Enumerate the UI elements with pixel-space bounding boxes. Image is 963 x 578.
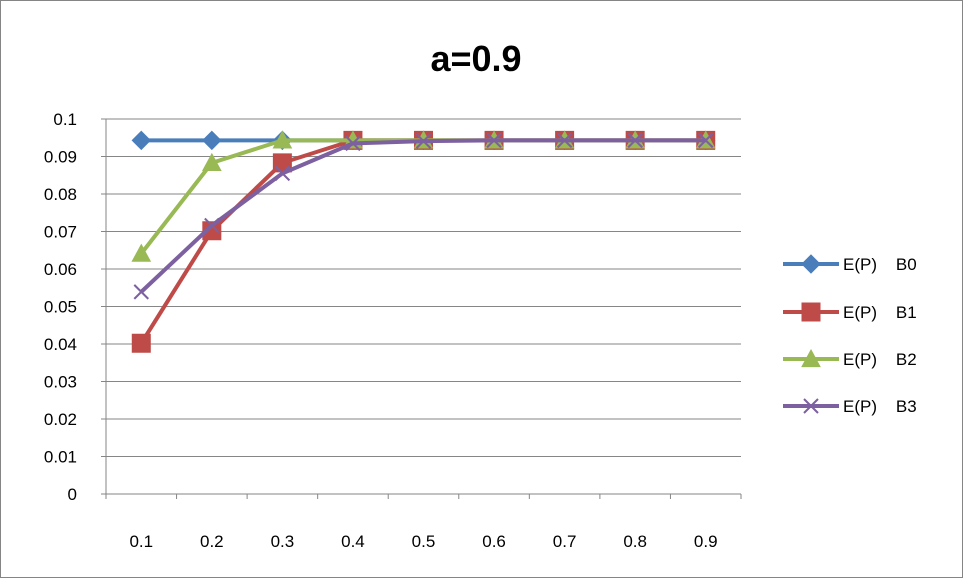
legend-item-1: E(P) B1 [783, 302, 917, 322]
data-point-x [274, 165, 291, 182]
legend-item-2: E(P) B2 [783, 348, 917, 369]
data-point-x-stroke [486, 132, 502, 149]
y-tick-label: 0.03 [44, 373, 77, 392]
data-point-x-stroke [274, 165, 291, 182]
y-tick-label: 0 [68, 485, 77, 504]
x-tick-label: 0.6 [482, 532, 506, 551]
legend-label: E(P) B1 [843, 303, 917, 322]
y-tick-label: 0.04 [44, 335, 77, 354]
data-point-triangle [131, 243, 152, 262]
series-1 [131, 130, 716, 353]
y-tick-label: 0.06 [44, 260, 77, 279]
series-3 [133, 132, 714, 300]
x-tick-label: 0.3 [271, 532, 295, 551]
y-tick-label: 0.08 [44, 185, 77, 204]
data-point-x-stroke [415, 133, 432, 149]
x-tick-label: 0.4 [341, 532, 365, 551]
data-point-x [627, 132, 643, 149]
data-point-square [131, 333, 151, 353]
data-point-x-stroke [627, 132, 643, 149]
legend-item-0: E(P) B0 [783, 254, 917, 274]
series-line [139, 138, 706, 255]
data-point-x-stroke [345, 135, 361, 152]
data-point-square [202, 221, 222, 241]
data-point-triangle [201, 152, 222, 172]
x-tick-label: 0.5 [412, 532, 436, 551]
legend-item-3: E(P) B3 [783, 397, 917, 416]
data-point-diamond [801, 254, 821, 274]
legend-label: E(P) B0 [843, 255, 917, 274]
data-point-x [803, 398, 819, 414]
y-tick-label: 0.05 [44, 298, 77, 317]
y-tick-label: 0.1 [53, 110, 77, 129]
y-tick-label: 0.01 [44, 448, 77, 467]
data-point-square [801, 302, 821, 322]
series-group [131, 130, 716, 353]
data-point-x [556, 132, 573, 149]
data-point-triangle [801, 348, 821, 368]
axes: 0 0.01 0.02 0.03 0.04 0.05 0.06 0.07 0.08 0.09 0.1… [44, 110, 742, 551]
x-tick-label: 0.2 [200, 532, 224, 551]
chart-title: a=0.9 [430, 38, 521, 79]
data-point-x [204, 217, 220, 234]
data-point-x [486, 132, 502, 149]
data-point-x [133, 284, 149, 300]
gridlines [106, 118, 741, 457]
data-point-x [698, 132, 714, 149]
series-line [139, 138, 706, 345]
x-tick-label: 0.8 [623, 532, 647, 551]
x-tick-label: 0.7 [553, 532, 577, 551]
y-tick-label: 0.07 [44, 223, 77, 242]
data-point-diamond [131, 130, 151, 151]
legend-label: E(P) B2 [843, 350, 917, 369]
data-point-x-stroke [556, 132, 573, 149]
x-tick-label: 0.9 [694, 532, 718, 551]
data-point-x [415, 133, 432, 149]
data-point-x-stroke [204, 217, 220, 234]
data-point-x-stroke [698, 132, 714, 149]
data-point-triangle [272, 130, 293, 149]
legend-label: E(P) B3 [843, 397, 917, 416]
data-point-x [345, 135, 361, 152]
x-tick-label: 0.1 [129, 532, 153, 551]
data-point-x-stroke [803, 398, 819, 414]
data-point-diamond [202, 130, 222, 151]
data-point-x-stroke [133, 284, 149, 300]
series-2 [131, 130, 716, 262]
y-tick-label: 0.09 [44, 148, 77, 167]
legend: E(P) B0 E(P) B1 E(P) B2 E(P) B3 [783, 254, 917, 416]
y-tick-label: 0.02 [44, 410, 77, 429]
